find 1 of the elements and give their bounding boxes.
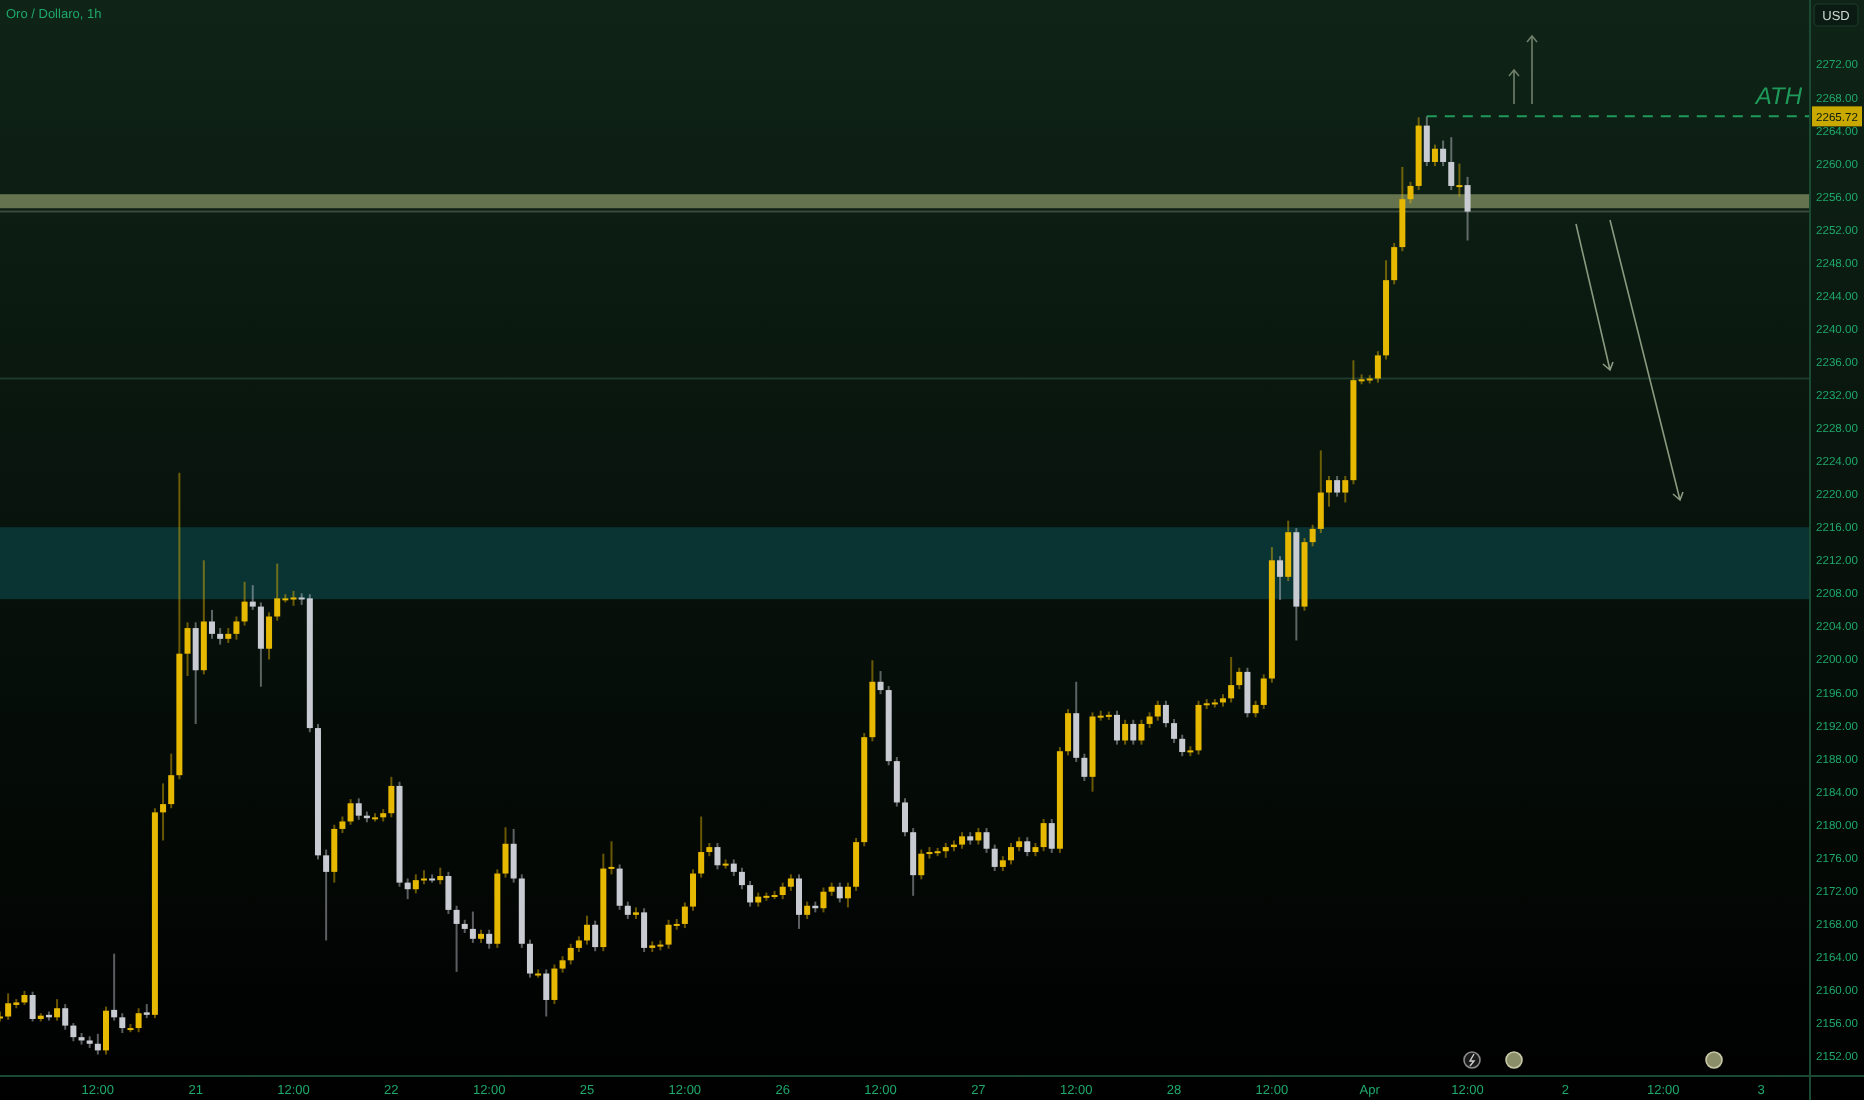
ref-line-label: ATH <box>1753 82 1803 111</box>
